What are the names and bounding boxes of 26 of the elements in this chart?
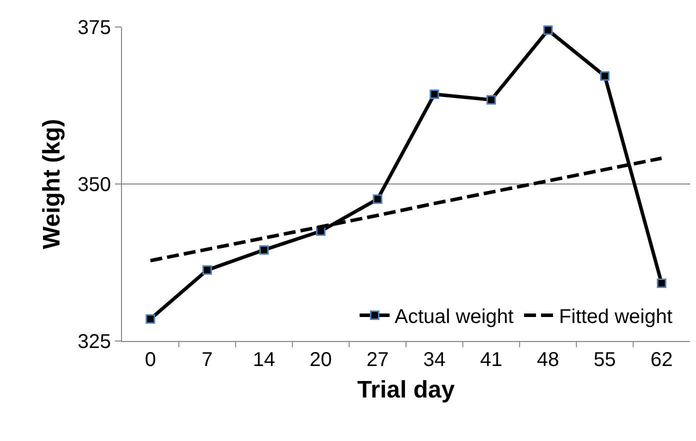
point: [656, 278, 666, 288]
point: [600, 71, 610, 81]
point: [259, 245, 269, 255]
legend-label: Actual weight: [394, 306, 514, 328]
x-tick-label: 48: [536, 349, 560, 371]
y-axis-title: Weight (kg): [38, 118, 66, 250]
x-tick-label: 0: [144, 349, 156, 371]
x-tick-label: 62: [650, 349, 673, 371]
point: [543, 25, 553, 35]
x-tick-label: 20: [310, 349, 332, 371]
y-tick-label: 375: [78, 17, 111, 39]
point: [202, 265, 212, 275]
x-tick-label: 41: [480, 349, 502, 371]
y-tick-label: 350: [78, 174, 111, 196]
x-tick-label: 34: [423, 349, 446, 371]
point: [486, 95, 496, 105]
point: [372, 194, 382, 204]
x-tick-label: 27: [366, 349, 389, 371]
x-tick-label: 7: [202, 349, 213, 371]
x-tick-label: 14: [252, 349, 276, 371]
x-axis-title: Trial day: [357, 376, 456, 404]
legend-label: Fitted weight: [559, 306, 673, 328]
point: [146, 314, 156, 324]
point: [430, 89, 440, 99]
y-tick-label: 325: [78, 331, 111, 353]
x-tick-label: 55: [594, 349, 616, 371]
